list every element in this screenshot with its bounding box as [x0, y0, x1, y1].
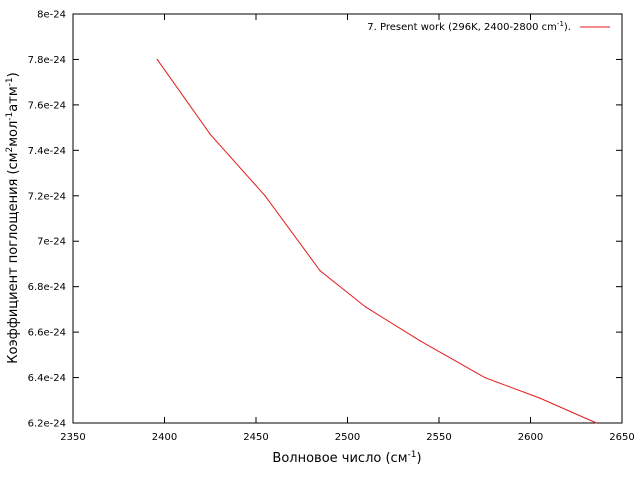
- data-point: [484, 376, 486, 379]
- data-point: [365, 306, 367, 308]
- data-point: [319, 270, 321, 272]
- y-tick-label: 6.2e-24: [28, 419, 66, 430]
- data-point: [595, 422, 597, 424]
- y-tick-label: 6.4e-24: [28, 373, 66, 384]
- x-tick-label: 2500: [335, 432, 360, 443]
- y-tick-label: 7.8e-24: [28, 55, 66, 66]
- x-tick-label: 2650: [609, 432, 634, 443]
- series-layer: [156, 58, 597, 424]
- x-tick-label: 2450: [243, 432, 268, 443]
- y-axis-title: Коэффициент поглощения (см2мол-1атм-1): [5, 72, 21, 363]
- x-tick-label: 2400: [152, 432, 177, 443]
- x-tick-label: 2550: [426, 432, 451, 443]
- y-tick-label: 7.4e-24: [28, 146, 66, 157]
- y-tick-label: 7e-24: [37, 237, 66, 248]
- data-point: [539, 397, 541, 399]
- x-axis-title: Волновое число (см-1): [272, 450, 421, 466]
- legend-entry-label: 7. Present work (296K, 2400-2800 cm-1).: [367, 20, 571, 33]
- x-tick-label: 2350: [60, 432, 85, 443]
- x-tick-label: 2600: [518, 432, 543, 443]
- data-point: [156, 58, 158, 61]
- y-tick-label: 8e-24: [37, 10, 66, 21]
- y-tick-label: 6.8e-24: [28, 282, 66, 293]
- y-tick-label: 7.2e-24: [28, 191, 66, 202]
- legend: 7. Present work (296K, 2400-2800 cm-1).: [367, 20, 610, 33]
- y-tick-label: 7.6e-24: [28, 100, 66, 111]
- y-axis: 6.2e-24 6.4e-24 6.6e-24 6.8e-24 7e-24 7.2e-24…: [28, 10, 622, 430]
- data-point: [264, 195, 266, 197]
- data-point: [420, 340, 422, 342]
- x-axis: 2350 2400 2450 2500 2550 2600 2650: [60, 14, 635, 443]
- y-tick-label: 6.6e-24: [28, 328, 66, 339]
- data-point: [209, 133, 211, 136]
